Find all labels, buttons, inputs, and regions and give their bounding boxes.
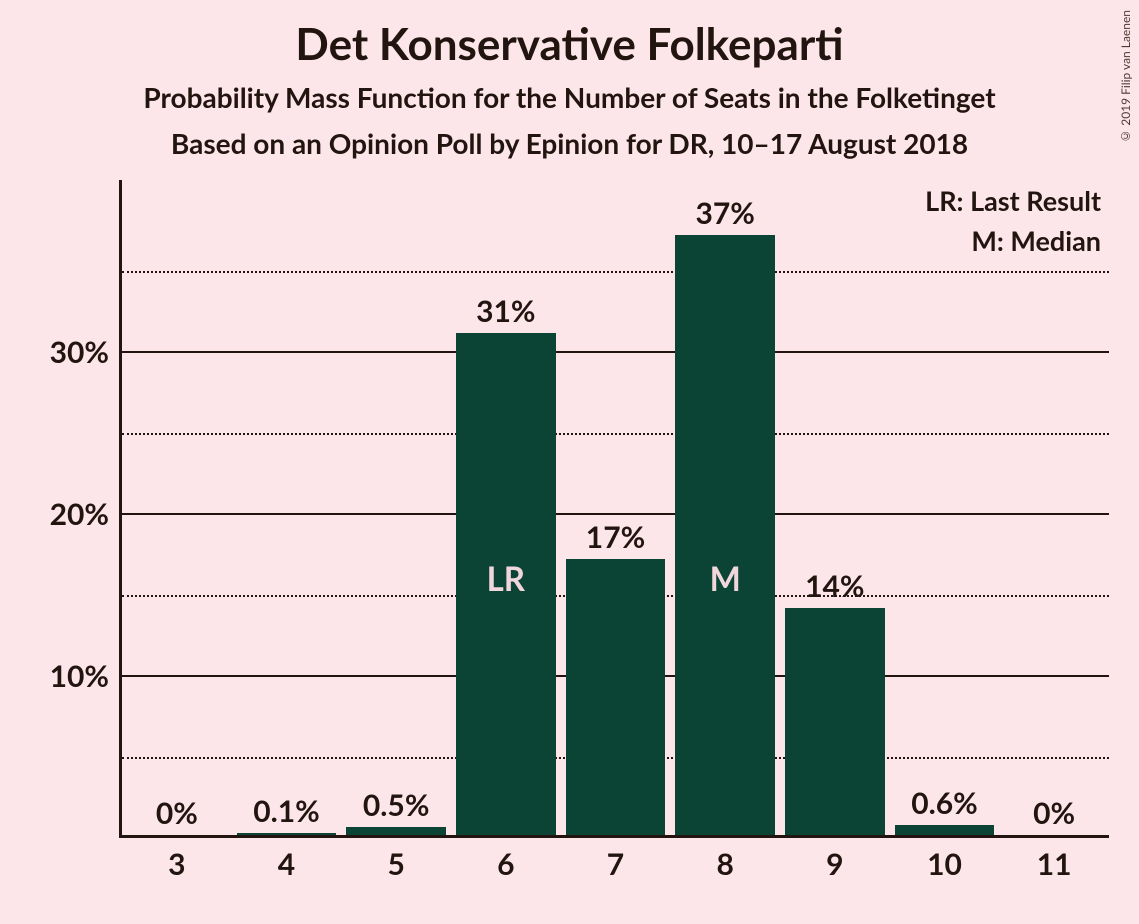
y-tick-label: 30% — [50, 334, 109, 370]
chart-subtitle-2: Based on an Opinion Poll by Epinion for … — [0, 126, 1139, 160]
bar-value-label: 0.5% — [363, 787, 430, 823]
bar-value-label: 0.1% — [253, 793, 320, 829]
bar — [346, 827, 446, 835]
bar — [675, 235, 775, 835]
chart-title: Det Konservative Folkeparti — [0, 18, 1139, 70]
x-tick-label: 3 — [168, 846, 185, 882]
bar-value-label: 31% — [476, 293, 535, 329]
chart-subtitle-1: Probability Mass Function for the Number… — [0, 80, 1139, 114]
bar-value-label: 17% — [586, 519, 645, 555]
copyright-text: © 2019 Filip van Laenen — [1118, 10, 1133, 144]
bar — [785, 608, 885, 835]
legend-m: M: Median — [971, 224, 1101, 257]
bar-value-label: 0% — [1033, 795, 1075, 831]
y-tick-label: 10% — [50, 658, 109, 694]
bar-marker: M — [710, 559, 741, 599]
bar-value-label: 0.6% — [911, 785, 978, 821]
x-axis — [119, 835, 1109, 838]
bar — [895, 825, 995, 835]
bar-value-label: 37% — [695, 195, 754, 231]
chart-plot-area: LR: Last Result M: Median 10%20%30%0%30.… — [119, 180, 1109, 838]
bar-value-label: 0% — [156, 795, 198, 831]
y-tick-label: 20% — [50, 496, 109, 532]
grid-major — [122, 513, 1109, 515]
bar-value-label: 14% — [805, 568, 864, 604]
x-tick-label: 4 — [278, 846, 295, 882]
x-tick-label: 9 — [826, 846, 843, 882]
x-tick-label: 5 — [387, 846, 404, 882]
x-tick-label: 11 — [1037, 846, 1072, 882]
bar — [566, 559, 666, 835]
x-tick-label: 8 — [716, 846, 733, 882]
grid-major — [122, 351, 1109, 353]
x-tick-label: 6 — [497, 846, 514, 882]
bar — [237, 833, 337, 835]
x-tick-label: 10 — [927, 846, 962, 882]
y-axis — [119, 180, 122, 838]
legend-lr: LR: Last Result — [925, 184, 1101, 217]
bar-marker: LR — [487, 559, 525, 599]
grid-minor — [122, 271, 1109, 273]
x-tick-label: 7 — [607, 846, 624, 882]
grid-minor — [122, 433, 1109, 435]
